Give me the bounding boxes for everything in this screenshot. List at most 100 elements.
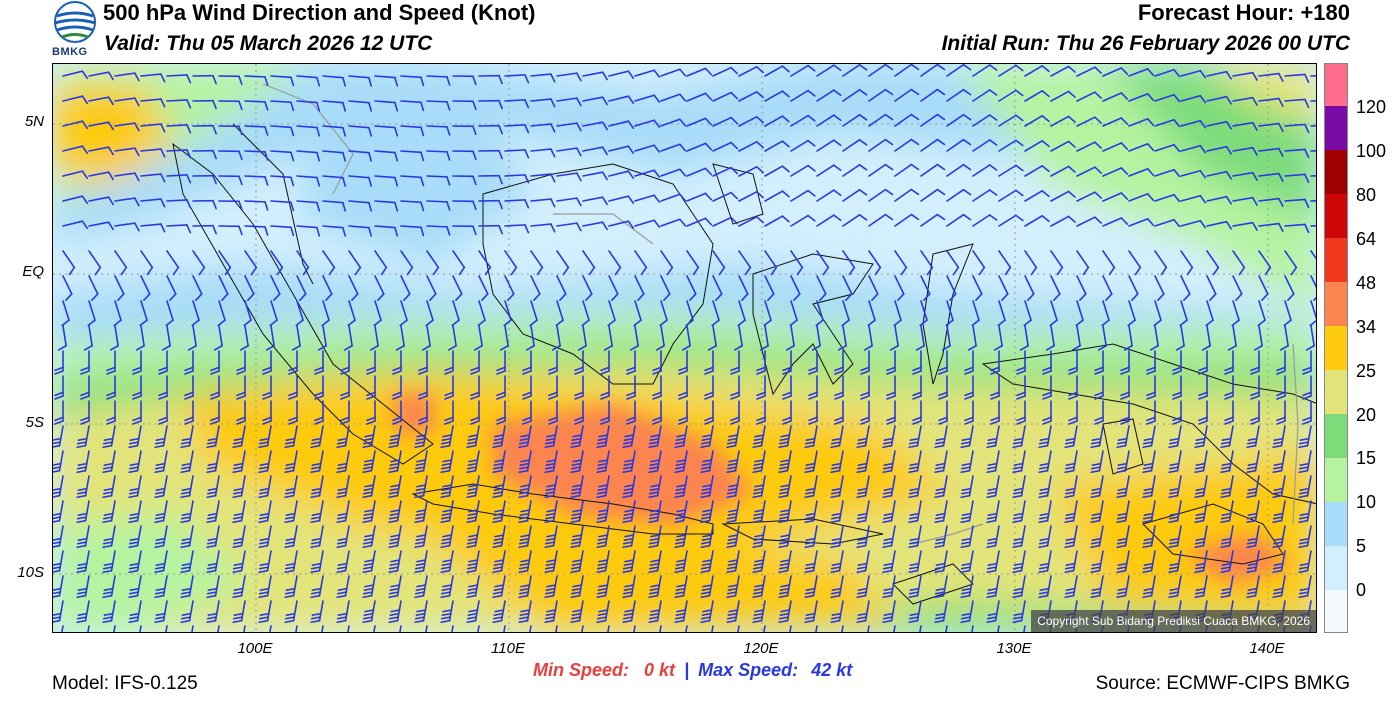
wind-barb-feather bbox=[701, 487, 712, 491]
wind-barb-feather bbox=[778, 566, 789, 570]
wind-barb-feather bbox=[1094, 216, 1102, 224]
wind-barb-feather bbox=[753, 562, 764, 566]
wind-barb bbox=[1076, 66, 1096, 77]
wind-barb-feather bbox=[388, 566, 399, 570]
wind-barb bbox=[218, 300, 226, 321]
wind-barb-feather bbox=[934, 616, 945, 620]
wind-barb bbox=[504, 300, 512, 321]
wind-barb bbox=[660, 218, 681, 227]
wind-barb-feather bbox=[990, 420, 1000, 425]
wind-barb bbox=[165, 625, 168, 632]
wind-barb-feather bbox=[871, 293, 879, 301]
wind-barb-feather bbox=[804, 566, 815, 570]
wind-barb-feather bbox=[128, 519, 139, 524]
wind-barb-feather bbox=[544, 491, 555, 495]
wind-barb-feather bbox=[1221, 437, 1232, 441]
wind-barb-feather bbox=[1250, 391, 1260, 397]
wind-barb bbox=[88, 221, 110, 227]
wind-barb bbox=[1284, 98, 1306, 102]
wind-barb-feather bbox=[596, 494, 607, 499]
wind-barb-feather bbox=[544, 591, 555, 595]
wind-barb-feather bbox=[442, 584, 453, 588]
wind-barb-feather bbox=[882, 569, 893, 574]
wind-barb-feather bbox=[342, 226, 347, 237]
wind-barb-feather bbox=[730, 420, 740, 425]
wind-barb-feather bbox=[704, 420, 714, 425]
wind-barb-feather bbox=[518, 569, 529, 574]
wind-barb-feather bbox=[180, 466, 191, 470]
wind-barb-feather bbox=[730, 116, 739, 125]
wind-barb-feather bbox=[834, 416, 844, 422]
colorbar-label: 64 bbox=[1356, 229, 1377, 249]
wind-barb-feather bbox=[1304, 98, 1310, 109]
wind-barb bbox=[894, 188, 913, 202]
wind-barb-feather bbox=[909, 437, 920, 441]
wind-barb-feather bbox=[76, 516, 87, 520]
wind-barb-feather bbox=[598, 459, 609, 463]
wind-barb-feather bbox=[1068, 416, 1078, 422]
wind-barb-feather bbox=[624, 609, 635, 613]
wind-barb-feather bbox=[285, 487, 296, 491]
wind-barb-feather bbox=[753, 437, 764, 441]
wind-barb-feather bbox=[533, 293, 541, 301]
wind-barb-feather bbox=[314, 420, 324, 425]
wind-barb-feather bbox=[415, 512, 426, 516]
wind-barb-feather bbox=[288, 416, 298, 422]
wind-barb-feather bbox=[1120, 416, 1130, 422]
wind-barb bbox=[920, 325, 925, 347]
wind-barb-feather bbox=[728, 484, 739, 488]
wind-barb-feather bbox=[544, 541, 555, 545]
wind-barb-feather bbox=[1094, 420, 1104, 425]
wind-barb-feather bbox=[337, 562, 348, 566]
wind-barb-feather bbox=[181, 487, 192, 491]
wind-barb-feather bbox=[601, 121, 608, 131]
wind-barb-feather bbox=[986, 441, 997, 445]
wind-barb bbox=[660, 325, 665, 347]
wind-barb bbox=[842, 64, 861, 77]
wind-barb-feather bbox=[520, 609, 531, 613]
wind-barb bbox=[555, 625, 558, 632]
wind-barb-feather bbox=[388, 466, 399, 470]
wind-barb bbox=[140, 73, 162, 77]
wind-barb-feather bbox=[598, 534, 609, 538]
wind-barb-feather bbox=[1094, 66, 1102, 74]
wind-barb-feather bbox=[336, 469, 347, 474]
wind-barb-feather bbox=[492, 616, 503, 620]
wind-barb bbox=[920, 213, 939, 227]
wind-barb-feather bbox=[316, 151, 321, 162]
wind-barb-feather bbox=[518, 466, 529, 470]
min-speed-value: 0 kt bbox=[644, 660, 676, 680]
wind-barb bbox=[374, 275, 385, 295]
wind-barb-feather bbox=[700, 619, 711, 624]
wind-barb-feather bbox=[856, 569, 867, 574]
wind-barb bbox=[659, 625, 662, 632]
wind-barb-feather bbox=[778, 441, 789, 445]
wind-barb bbox=[790, 64, 809, 77]
wind-barb-feather bbox=[158, 366, 168, 372]
wind-barb-feather bbox=[259, 512, 270, 516]
wind-barb-feather bbox=[232, 491, 243, 495]
wind-barb-feather bbox=[154, 494, 165, 499]
wind-barb-feather bbox=[650, 534, 661, 538]
wind-barb-feather bbox=[986, 516, 997, 520]
wind-barb-feather bbox=[624, 484, 635, 488]
wind-barb-feather bbox=[1272, 569, 1283, 574]
wind-barb-feather bbox=[362, 569, 373, 574]
wind-barb-feather bbox=[440, 494, 451, 499]
wind-barb-feather bbox=[259, 562, 270, 566]
wind-barb-feather bbox=[1108, 266, 1116, 276]
wind-barb-feather bbox=[80, 416, 90, 422]
wind-barb-feather bbox=[414, 516, 425, 520]
wind-barb bbox=[1232, 121, 1254, 127]
wind-barb-feather bbox=[546, 559, 557, 563]
wind-barb bbox=[1310, 275, 1316, 289]
wind-barb-feather bbox=[1169, 587, 1180, 591]
wind-barb bbox=[478, 250, 492, 269]
wind-barb-feather bbox=[701, 562, 712, 566]
wind-barb-feather bbox=[77, 612, 88, 616]
wind-barb bbox=[738, 215, 758, 227]
wind-barb-feather bbox=[756, 370, 766, 375]
wind-barb-feather bbox=[986, 491, 997, 495]
wind-barb-feather bbox=[908, 491, 919, 495]
wind-barb-feather bbox=[336, 616, 347, 620]
